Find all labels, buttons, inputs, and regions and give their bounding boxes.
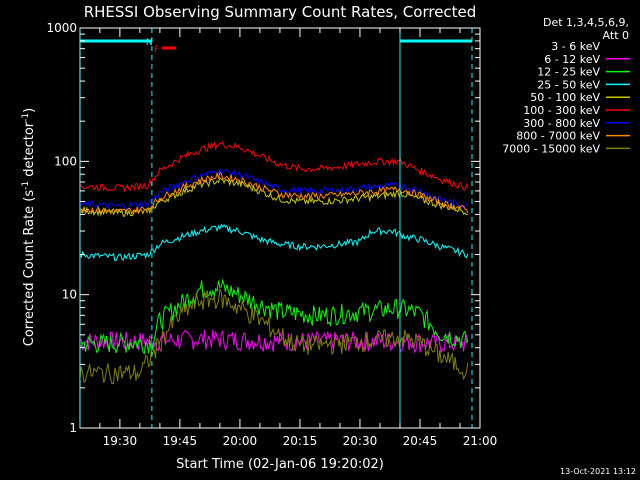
legend-label: 100 - 300 keV	[523, 104, 600, 117]
series-line-100-300keV	[79, 140, 469, 193]
legend-label: 800 - 7000 keV	[516, 130, 600, 143]
legend-header-line-2: Att 0	[603, 29, 629, 42]
series-line-300-800keV	[79, 168, 469, 211]
y-axis-label-exp2: -1	[21, 113, 31, 122]
y-tick-label: 1	[69, 421, 77, 435]
legend-label: 7000 - 15000 keV	[502, 142, 600, 155]
y-axis-label-end: )	[22, 108, 37, 113]
x-tick-label: 20:00	[223, 434, 258, 448]
legend-label: 12 - 25 keV	[537, 66, 600, 79]
plot-area	[79, 27, 481, 429]
y-tick-label: 1000	[46, 21, 77, 35]
series-line-7000-15000keV	[79, 287, 469, 385]
x-axis-label: Start Time (02-Jan-06 19:20:02)	[176, 457, 384, 472]
series-line-6-12keV	[79, 329, 469, 354]
plot-border	[79, 27, 481, 429]
y-axis-label-mid: detector	[22, 121, 37, 181]
footer-timestamp: 13-Oct-2021 13:12	[560, 467, 636, 476]
legend-label: 6 - 12 keV	[544, 53, 600, 66]
series-group	[79, 140, 469, 385]
series-line-12-25keV	[79, 278, 469, 355]
legend-label: 50 - 100 keV	[530, 91, 600, 104]
series-line-800-7000keV	[79, 171, 469, 216]
legend-header-line-1: Det 1,3,4,5,6,9,	[543, 16, 629, 29]
chart-title: RHESSI Observing Summary Count Rates, Co…	[84, 3, 477, 21]
x-tick-label: 19:45	[163, 434, 198, 448]
y-axis-label-base: Corrected Count Rate (s	[22, 190, 37, 347]
x-tick-label: 20:45	[403, 434, 438, 448]
flag-label-F: F	[154, 45, 159, 55]
y-tick-label: 10	[62, 288, 77, 302]
x-tick-label: 21:00	[463, 434, 498, 448]
y-axis: 1 10 100 1000	[46, 21, 480, 435]
y-axis-label-exp1: -1	[21, 181, 31, 190]
series-line-25-50keV	[79, 223, 469, 262]
x-tick-label: 20:15	[283, 434, 318, 448]
flag-label-N: N	[146, 38, 153, 48]
y-axis-label: Corrected Count Rate (s-1 detector-1)	[21, 108, 37, 346]
legend-label: 25 - 50 keV	[537, 78, 600, 91]
x-tick-label: 19:30	[103, 434, 138, 448]
overlay-group: NF	[79, 28, 473, 428]
legend-label: 300 - 800 keV	[523, 117, 600, 130]
y-tick-label: 100	[54, 154, 77, 168]
legend-label: 3 - 6 keV	[551, 40, 600, 53]
x-tick-label: 20:30	[343, 434, 378, 448]
x-axis: 19:30 19:45 20:00 20:15 20:30 20:45 21:00	[99, 28, 498, 448]
